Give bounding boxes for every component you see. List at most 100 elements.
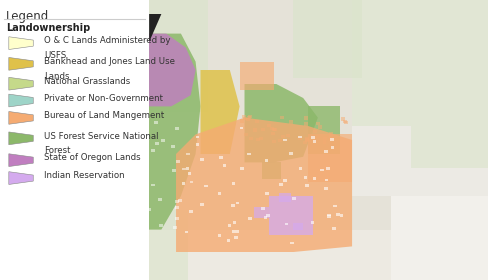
Text: National Grasslands: National Grasslands xyxy=(44,77,130,86)
Bar xyxy=(312,177,316,179)
Bar xyxy=(292,197,295,200)
Bar xyxy=(303,176,306,179)
Polygon shape xyxy=(144,34,200,230)
Bar xyxy=(263,216,266,219)
Bar xyxy=(283,139,286,141)
Polygon shape xyxy=(149,14,161,42)
Text: Private or Non-Government: Private or Non-Government xyxy=(44,94,163,103)
Bar xyxy=(327,215,330,218)
Text: Landownership: Landownership xyxy=(6,23,90,33)
Bar xyxy=(256,138,260,141)
Polygon shape xyxy=(176,118,351,252)
Bar xyxy=(159,224,163,227)
Bar xyxy=(278,193,290,202)
Polygon shape xyxy=(144,34,195,106)
Bar xyxy=(242,115,245,118)
Bar xyxy=(146,208,150,211)
Bar xyxy=(293,223,303,230)
Bar xyxy=(232,221,236,224)
Bar xyxy=(289,152,292,155)
Bar xyxy=(200,158,203,160)
Bar xyxy=(150,184,154,186)
Bar xyxy=(269,127,273,130)
Bar xyxy=(184,231,188,234)
Bar xyxy=(154,121,158,124)
Bar xyxy=(217,192,221,195)
Bar xyxy=(175,160,179,163)
Bar xyxy=(266,214,269,217)
Bar xyxy=(151,149,155,151)
Bar xyxy=(248,217,251,220)
Bar xyxy=(178,199,182,202)
Bar xyxy=(272,128,276,131)
Bar xyxy=(246,116,250,119)
Bar xyxy=(298,136,301,138)
Bar xyxy=(155,142,159,145)
Bar xyxy=(204,185,207,188)
Polygon shape xyxy=(239,62,273,90)
Bar xyxy=(273,128,277,131)
Bar xyxy=(185,167,189,170)
Bar xyxy=(149,210,188,280)
Bar xyxy=(226,239,230,242)
Bar xyxy=(187,172,190,175)
Bar xyxy=(170,145,174,148)
Polygon shape xyxy=(268,196,312,235)
Bar xyxy=(243,117,247,120)
Polygon shape xyxy=(307,106,339,154)
Text: Indian Reservation: Indian Reservation xyxy=(44,171,124,180)
Bar xyxy=(339,214,343,217)
Text: State of Oregon Lands: State of Oregon Lands xyxy=(44,153,141,162)
Bar xyxy=(293,0,361,78)
Bar xyxy=(390,196,488,280)
Bar xyxy=(320,169,323,171)
Bar xyxy=(324,187,327,190)
Bar xyxy=(185,153,189,155)
Text: Forest: Forest xyxy=(44,146,70,155)
Bar xyxy=(325,179,328,181)
Bar xyxy=(278,139,282,142)
Polygon shape xyxy=(200,70,239,154)
Polygon shape xyxy=(261,162,281,179)
Bar xyxy=(305,184,308,187)
Bar xyxy=(149,0,488,280)
Text: US Forest Service National: US Forest Service National xyxy=(44,132,158,141)
Bar xyxy=(227,224,231,227)
Polygon shape xyxy=(9,172,33,185)
Bar xyxy=(326,214,330,216)
Bar xyxy=(318,125,322,129)
Bar xyxy=(285,134,289,137)
Bar xyxy=(305,138,309,142)
Bar xyxy=(248,137,252,140)
Bar xyxy=(279,183,282,186)
Polygon shape xyxy=(9,94,33,107)
Bar xyxy=(219,156,222,159)
Text: Legend: Legend xyxy=(6,10,49,22)
Bar xyxy=(200,203,203,206)
Bar xyxy=(298,137,302,141)
Bar xyxy=(244,133,248,136)
Bar xyxy=(246,153,250,155)
Bar xyxy=(279,116,283,119)
Bar xyxy=(265,192,268,195)
Bar xyxy=(182,168,185,171)
Bar xyxy=(330,146,334,149)
Bar xyxy=(324,150,327,153)
Polygon shape xyxy=(9,37,33,50)
Bar xyxy=(290,242,293,244)
Bar xyxy=(343,120,347,124)
Bar xyxy=(247,115,251,118)
Bar xyxy=(218,234,221,237)
Bar xyxy=(0,0,149,280)
Bar xyxy=(240,167,243,170)
Bar xyxy=(175,206,179,209)
Bar xyxy=(231,182,235,185)
Bar xyxy=(172,169,176,172)
Bar xyxy=(261,207,264,210)
Bar xyxy=(235,202,239,204)
Bar xyxy=(149,230,488,280)
Bar xyxy=(351,0,488,196)
Polygon shape xyxy=(9,57,33,70)
Text: Lands: Lands xyxy=(44,72,69,81)
Bar xyxy=(264,159,267,162)
